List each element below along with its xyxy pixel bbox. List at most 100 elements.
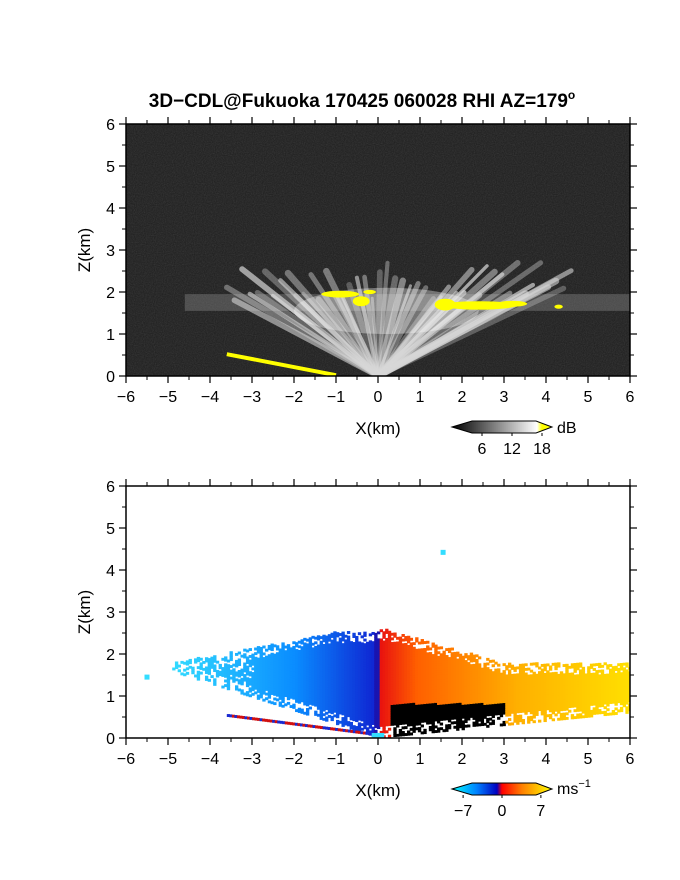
velocity-cell [314, 687, 318, 691]
velocity-cell [543, 684, 547, 688]
velocity-cell [415, 708, 419, 712]
velocity-cell [538, 708, 542, 712]
velocity-cell [393, 731, 397, 735]
velocity-cell [366, 651, 370, 654]
velocity-cell [475, 668, 479, 672]
velocity-cell [598, 683, 602, 687]
velocity-cell [611, 696, 616, 700]
velocity-cell [360, 693, 364, 697]
velocity-cell [551, 683, 555, 687]
velocity-cell [415, 706, 419, 710]
velocity-cell [431, 704, 435, 708]
velocity-cell [363, 631, 367, 635]
velocity-cell [548, 674, 553, 678]
velocity-cell [376, 719, 381, 723]
velocity-cell [234, 673, 239, 677]
velocity-cell [325, 697, 329, 701]
velocity-cell [374, 667, 378, 671]
velocity-cell [434, 711, 438, 715]
velocity-cell [562, 694, 566, 698]
velocity-cell [349, 682, 353, 686]
velocity-cell [387, 720, 392, 724]
velocity-cell [396, 715, 400, 719]
velocity-cell [311, 635, 315, 639]
velocity-cell [551, 681, 555, 685]
velocity-cell [483, 690, 487, 694]
velocity-cell [456, 683, 460, 687]
velocity-cell [305, 657, 310, 661]
velocity-cell [322, 669, 326, 673]
velocity-cell [330, 646, 334, 650]
velocity-cell [417, 671, 422, 675]
velocity-cell [420, 655, 424, 659]
velocity-cell [450, 682, 454, 686]
velocity-cell [510, 678, 515, 682]
velocity-cell [434, 690, 438, 694]
velocity-cell [595, 679, 599, 683]
velocity-cell [584, 698, 588, 702]
intensity-beam [354, 275, 381, 376]
velocity-cell [622, 683, 626, 687]
velocity-cell [434, 686, 438, 690]
velocity-cell [284, 675, 288, 679]
velocity-cell [628, 689, 630, 693]
velocity-cell [510, 664, 515, 668]
velocity-cell [516, 696, 520, 700]
velocity-cell [603, 676, 607, 680]
velocity-cell [355, 698, 359, 702]
velocity-cell [396, 636, 400, 640]
velocity-cell [606, 696, 610, 700]
velocity-cell [349, 655, 353, 658]
velocity-cell [527, 699, 531, 703]
velocity-cell [243, 676, 247, 680]
velocity-cell [376, 709, 381, 713]
velocity-cell [390, 632, 394, 636]
velocity-cell [505, 683, 509, 687]
velocity-cell [352, 674, 356, 678]
velocity-cell [420, 666, 424, 670]
velocity-cell [409, 723, 414, 727]
velocity-cell [589, 693, 594, 697]
intensity-image [126, 124, 630, 376]
velocity-cell [295, 642, 299, 646]
velocity-cell [486, 720, 490, 724]
velocity-cell [540, 703, 545, 707]
velocity-cell [453, 725, 457, 729]
velocity-cell [578, 690, 583, 694]
velocity-cell [401, 670, 405, 674]
velocity-cell [376, 714, 381, 718]
velocity-cell [379, 640, 384, 644]
velocity-cell [589, 702, 594, 706]
velocity-cell [480, 683, 485, 687]
velocity-cell [379, 670, 384, 674]
velocity-cell [543, 663, 547, 667]
velocity-cell [226, 668, 231, 672]
velocity-cell [543, 677, 547, 681]
velocity-cell [333, 702, 337, 706]
velocity-cell [357, 669, 362, 673]
velocity-cell [461, 681, 465, 685]
velocity-cell [305, 645, 310, 649]
velocity-cell [218, 670, 222, 674]
velocity-cell [406, 665, 411, 669]
velocity-cell [303, 667, 307, 671]
velocity-cell [363, 721, 367, 725]
velocity-cell [420, 696, 424, 700]
velocity-cell [360, 656, 364, 660]
velocity-cell [494, 696, 498, 700]
velocity-cell [461, 662, 465, 666]
velocity-cell [551, 674, 555, 678]
velocity-cell [256, 694, 261, 698]
velocity-cell [535, 678, 539, 682]
velocity-cell [245, 665, 250, 669]
velocity-cell [346, 679, 351, 683]
velocity-cell [319, 663, 323, 667]
velocity-cell [584, 691, 588, 695]
velocity-cell [311, 658, 315, 662]
velocity-cell [297, 677, 302, 681]
velocity-cell [450, 712, 454, 716]
velocity-cell [393, 699, 397, 703]
velocity-cell [401, 634, 405, 637]
velocity-cell [316, 665, 321, 669]
velocity-cell [622, 681, 626, 685]
